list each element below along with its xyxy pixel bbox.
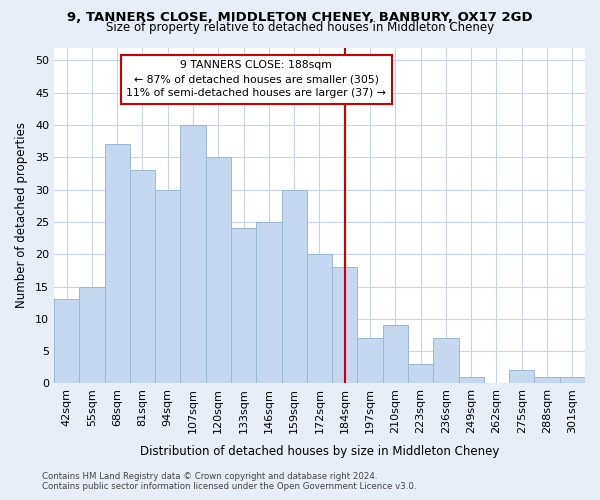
Text: Contains HM Land Registry data © Crown copyright and database right 2024.
Contai: Contains HM Land Registry data © Crown c… <box>42 472 416 491</box>
Text: 9, TANNERS CLOSE, MIDDLETON CHENEY, BANBURY, OX17 2GD: 9, TANNERS CLOSE, MIDDLETON CHENEY, BANB… <box>67 11 533 24</box>
Bar <box>104 144 130 384</box>
Bar <box>181 125 206 384</box>
Text: Size of property relative to detached houses in Middleton Cheney: Size of property relative to detached ho… <box>106 22 494 35</box>
Bar <box>458 377 484 384</box>
Bar <box>256 222 281 384</box>
Bar <box>206 158 231 384</box>
Bar <box>433 338 458 384</box>
Bar <box>535 377 560 384</box>
Bar <box>358 338 383 384</box>
Y-axis label: Number of detached properties: Number of detached properties <box>15 122 28 308</box>
Bar <box>408 364 433 384</box>
Bar <box>155 190 181 384</box>
Bar <box>332 267 358 384</box>
Text: 9 TANNERS CLOSE: 188sqm
← 87% of detached houses are smaller (305)
11% of semi-d: 9 TANNERS CLOSE: 188sqm ← 87% of detache… <box>127 60 386 98</box>
X-axis label: Distribution of detached houses by size in Middleton Cheney: Distribution of detached houses by size … <box>140 444 499 458</box>
Bar <box>79 286 104 384</box>
Bar <box>509 370 535 384</box>
Bar <box>231 228 256 384</box>
Bar <box>281 190 307 384</box>
Bar <box>54 300 79 384</box>
Bar <box>130 170 155 384</box>
Bar <box>383 326 408 384</box>
Bar <box>560 377 585 384</box>
Bar <box>307 254 332 384</box>
